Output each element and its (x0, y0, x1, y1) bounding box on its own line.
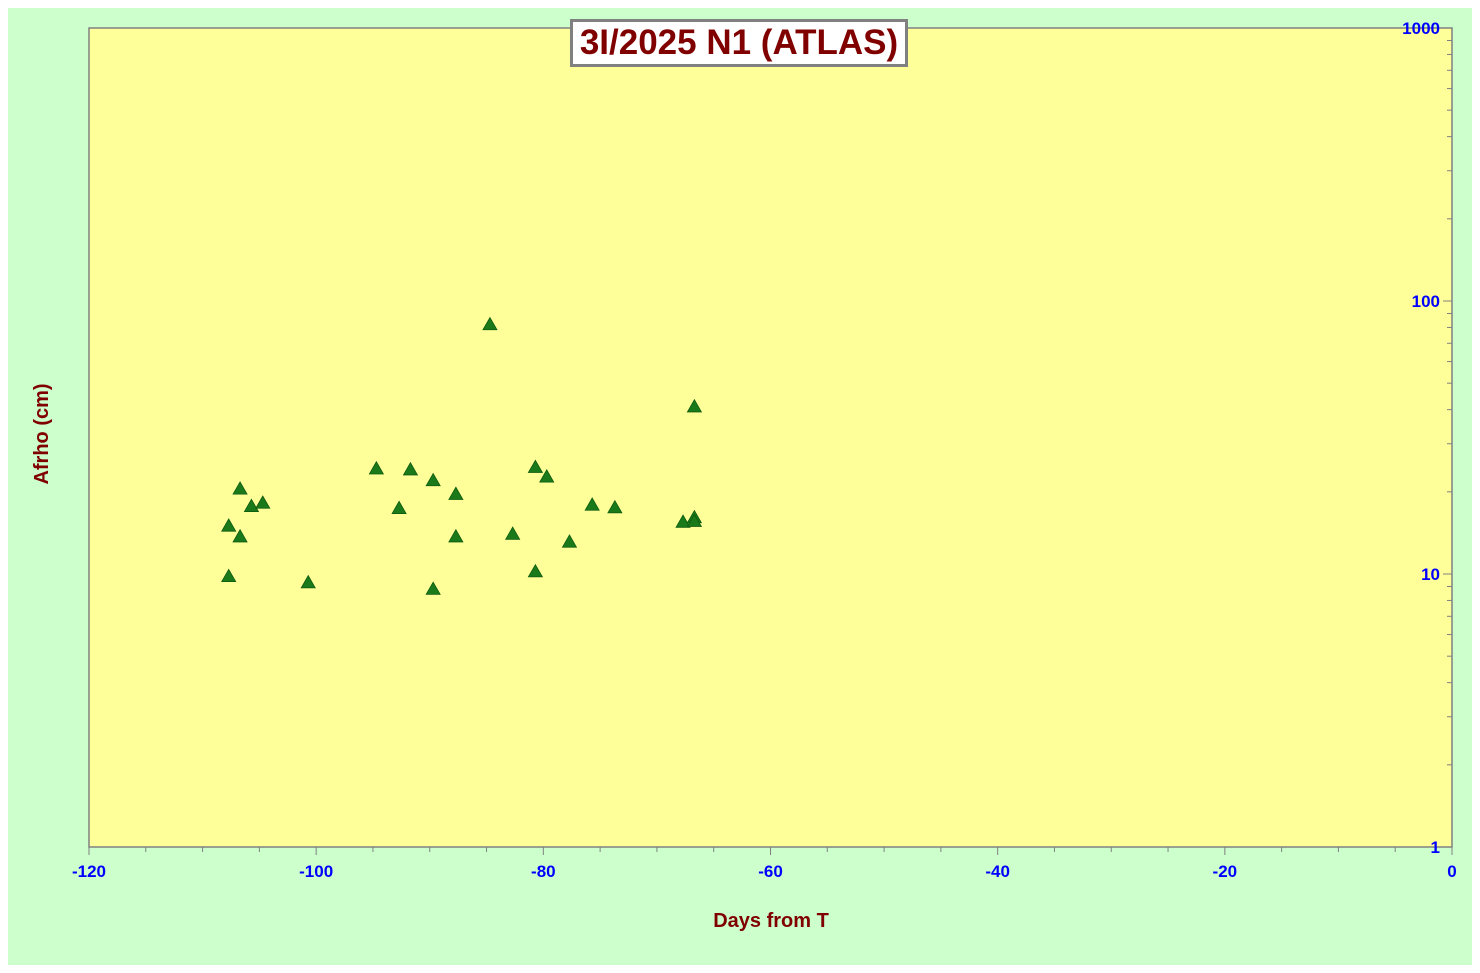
chart-title: 3I/2025 N1 (ATLAS) (570, 19, 908, 67)
data-point (368, 460, 385, 475)
data-point (686, 513, 703, 527)
y-ticks: 1 10 100 1000 (1402, 19, 1452, 857)
data-point (527, 563, 544, 578)
data-point (584, 497, 600, 511)
x-ticks: -120 -100 -80 -60 -40 -20 0 (72, 847, 1457, 881)
data-point (448, 528, 464, 543)
data-point (561, 534, 578, 548)
x-tick-label: -120 (72, 862, 106, 881)
data-point (675, 514, 691, 528)
data-point (448, 486, 464, 500)
data-point (482, 316, 498, 331)
data-point (255, 495, 271, 509)
data-point (607, 499, 623, 514)
y-axis-label: Afrho (cm) (31, 383, 53, 484)
data-point (402, 461, 419, 476)
y-tick-label: 1 (1431, 838, 1440, 857)
data-point (232, 481, 248, 495)
data-point (425, 472, 441, 487)
x-tick-label: -80 (531, 862, 556, 881)
x-tick-label: -100 (299, 862, 333, 881)
data-point (232, 528, 248, 543)
data-point (686, 398, 703, 413)
data-point (391, 500, 407, 514)
x-axis-label: Days from T (713, 910, 829, 932)
plot-area (88, 27, 1453, 848)
x-tick-label: -40 (985, 862, 1010, 881)
data-point (504, 526, 521, 540)
y-tick-label: 100 (1412, 292, 1440, 311)
data-point (221, 568, 237, 583)
data-point (539, 468, 555, 483)
x-tick-label: -20 (1213, 862, 1238, 881)
data-point (425, 581, 441, 595)
data-point (221, 518, 237, 532)
x-tick-label: -60 (758, 862, 783, 881)
y-tick-label: 10 (1421, 565, 1440, 584)
data-point (243, 498, 260, 512)
x-tick-label: 0 (1447, 862, 1456, 881)
data-markers (221, 316, 703, 595)
data-point (527, 459, 544, 473)
data-point (300, 574, 316, 589)
y-tick-label: 1000 (1402, 19, 1440, 38)
